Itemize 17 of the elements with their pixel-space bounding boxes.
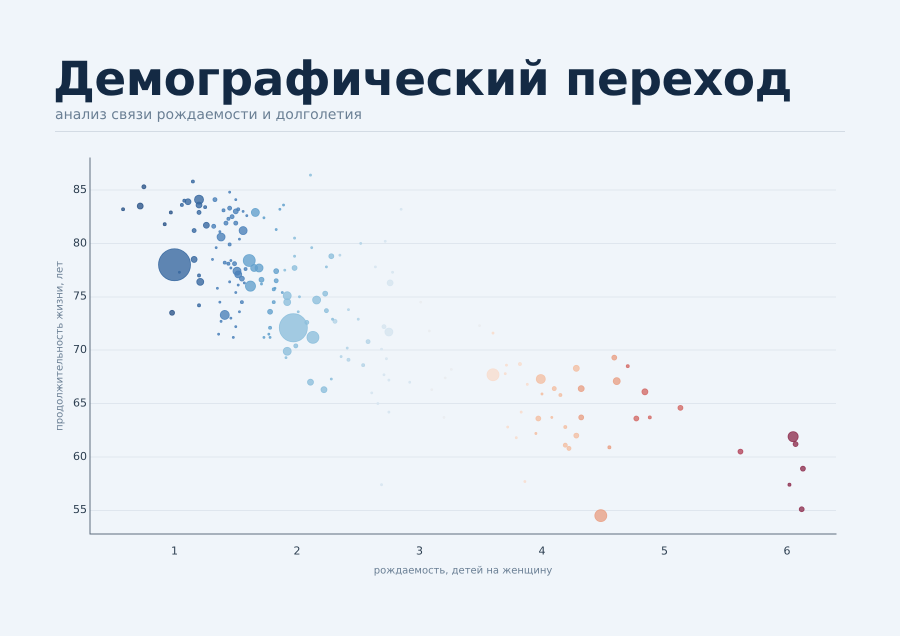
chart-title: Демографический переход [53,52,792,107]
y-tick-label: 85 [72,182,87,196]
x-tick-label: 3 [416,544,424,558]
x-tick-label: 4 [538,544,546,558]
y-tick-label: 55 [72,503,87,516]
y-tick-label: 60 [72,450,87,463]
y-axis-title: продолжительность жизни, лет [54,260,66,431]
y-tick-label: 75 [72,290,87,303]
x-tick-label: 5 [661,544,668,558]
x-axis-title: рождаемость, детей на женщину [374,566,552,577]
y-tick-label: 70 [72,343,87,356]
y-tick-label: 65 [72,396,87,410]
y-tick-label: 80 [72,236,87,250]
x-tick-label: 2 [294,544,301,558]
x-tick-label: 1 [171,544,178,558]
x-tick-label: 6 [784,544,790,558]
chart-subtitle: анализ связи рождаемости и долголетия [55,107,362,123]
